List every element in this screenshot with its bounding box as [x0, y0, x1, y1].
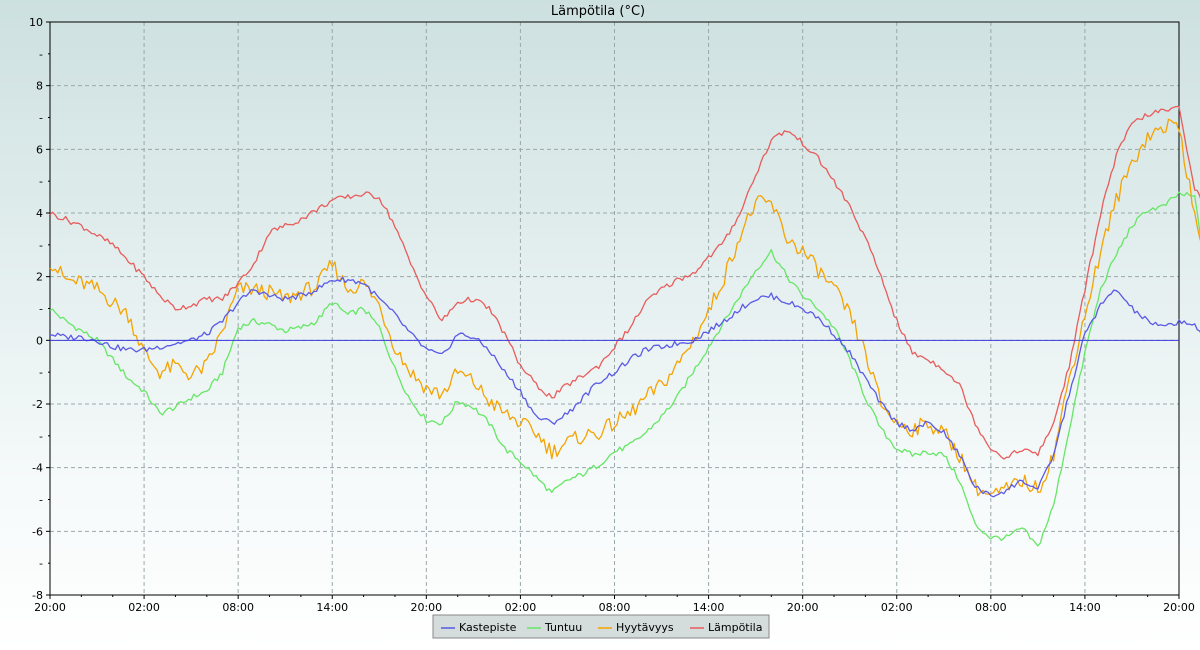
- x-tick-label: 14:00: [693, 601, 725, 614]
- y-minor-tick-label: -: [39, 239, 43, 252]
- x-tick-label: 02:00: [128, 601, 160, 614]
- y-tick-label: 10: [29, 16, 43, 29]
- x-tick-label: 14:00: [316, 601, 348, 614]
- x-tick-label: 20:00: [787, 601, 819, 614]
- y-minor-tick-label: -: [39, 366, 43, 379]
- y-tick-label: -2: [32, 398, 43, 411]
- legend-label: Kastepiste: [459, 621, 517, 634]
- x-tick-label: 14:00: [1069, 601, 1101, 614]
- axes: 20:00 02:00 08:00 14:00 20:00 02:00 08:00 14:00…: [29, 16, 1195, 614]
- y-minor-tick-label: -: [39, 430, 43, 443]
- y-tick-label: 2: [36, 271, 43, 284]
- series-line-lämpötila: [49, 105, 1200, 460]
- y-tick-label: -8: [32, 589, 43, 602]
- x-tick-label: 20:00: [34, 601, 66, 614]
- series-line-hyytävyys: [49, 118, 1200, 497]
- y-tick-label: 6: [36, 143, 43, 156]
- series-line-tuntuu: [49, 191, 1200, 547]
- x-tick-label: 02:00: [881, 601, 913, 614]
- y-minor-tick-label: -: [39, 303, 43, 316]
- legend: Kastepiste Tuntuu Hyytävyys Lämpötila: [432, 614, 770, 639]
- legend-label: Tuntuu: [544, 621, 582, 634]
- y-tick-label: 8: [36, 80, 43, 93]
- x-tick-label: 02:00: [505, 601, 537, 614]
- x-tick-label: 08:00: [599, 601, 631, 614]
- legend-label: Hyytävyys: [616, 621, 674, 634]
- y-minor-tick-label: -: [39, 48, 43, 61]
- y-minor-tick-label: -: [39, 175, 43, 188]
- x-tick-label: 20:00: [410, 601, 442, 614]
- series-layer: [49, 105, 1200, 547]
- y-tick-label: 0: [36, 334, 43, 347]
- chart-title: Lämpötila (°C): [551, 4, 645, 19]
- y-minor-tick-label: -: [39, 494, 43, 507]
- legend-box: [432, 614, 770, 639]
- y-tick-label: 4: [36, 207, 43, 220]
- series-line-kastepiste: [49, 276, 1200, 498]
- y-tick-label: -6: [32, 525, 43, 538]
- y-tick-label: -4: [32, 462, 43, 475]
- x-tick-label: 20:00: [1163, 601, 1195, 614]
- y-minor-tick-label: -: [39, 557, 43, 570]
- x-tick-label: 08:00: [222, 601, 254, 614]
- x-tick-label: 08:00: [975, 601, 1007, 614]
- legend-label: Lämpötila: [708, 621, 762, 634]
- grid: [50, 22, 1179, 595]
- y-minor-tick-label: -: [39, 112, 43, 125]
